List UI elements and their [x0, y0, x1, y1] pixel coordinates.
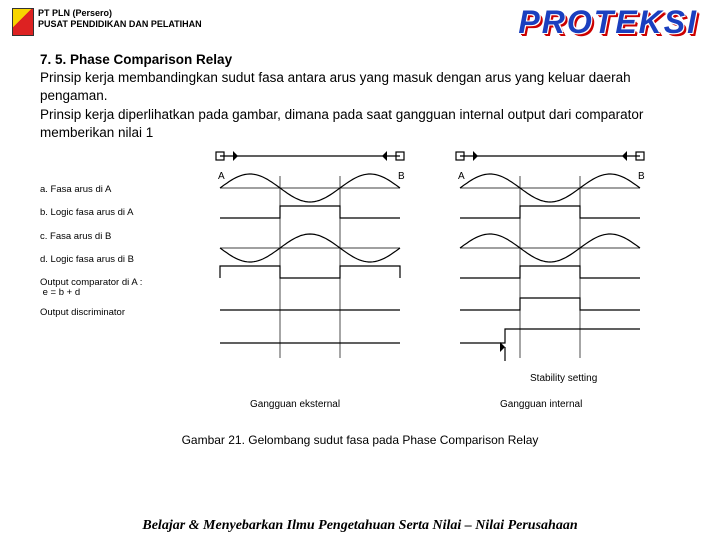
chart-external: [200, 148, 420, 388]
label-d: d. Logic fasa arus di B: [40, 254, 142, 265]
diagram-area: a. Fasa arus di A b. Logic fasa arus di …: [40, 148, 680, 428]
pln-logo: [12, 8, 34, 36]
page-footer: Belajar & Menyebarkan Ilmu Pengetahuan S…: [0, 518, 720, 534]
paragraph-1: Prinsip kerja membandingkan sudut fasa a…: [40, 69, 680, 105]
org-line2: PUSAT PENDIDIKAN DAN PELATIHAN: [38, 19, 202, 30]
paragraph-2: Prinsip kerja diperlihatkan pada gambar,…: [40, 106, 680, 142]
label-external: Gangguan eksternal: [250, 398, 340, 412]
label-c: c. Fasa arus di B: [40, 231, 142, 242]
stability-label: Stability setting: [530, 372, 597, 386]
brand-title: PROTEKSI: [518, 4, 698, 41]
label-f: Output discriminator: [40, 307, 142, 318]
org-block: PT PLN (Persero) PUSAT PENDIDIKAN DAN PE…: [38, 8, 202, 30]
section-title: 7. 5. Phase Comparison Relay: [40, 51, 680, 69]
label-e: Output comparator di A : e = b + d: [40, 278, 142, 299]
org-line1: PT PLN (Persero): [38, 8, 202, 19]
label-internal: Gangguan internal: [500, 398, 582, 412]
row-labels: a. Fasa arus di A b. Logic fasa arus di …: [40, 184, 142, 330]
label-b: b. Logic fasa arus di A: [40, 207, 142, 218]
label-a: a. Fasa arus di A: [40, 184, 142, 195]
figure-caption: Gambar 21. Gelombang sudut fasa pada Pha…: [40, 432, 680, 448]
chart-internal: [440, 148, 660, 388]
